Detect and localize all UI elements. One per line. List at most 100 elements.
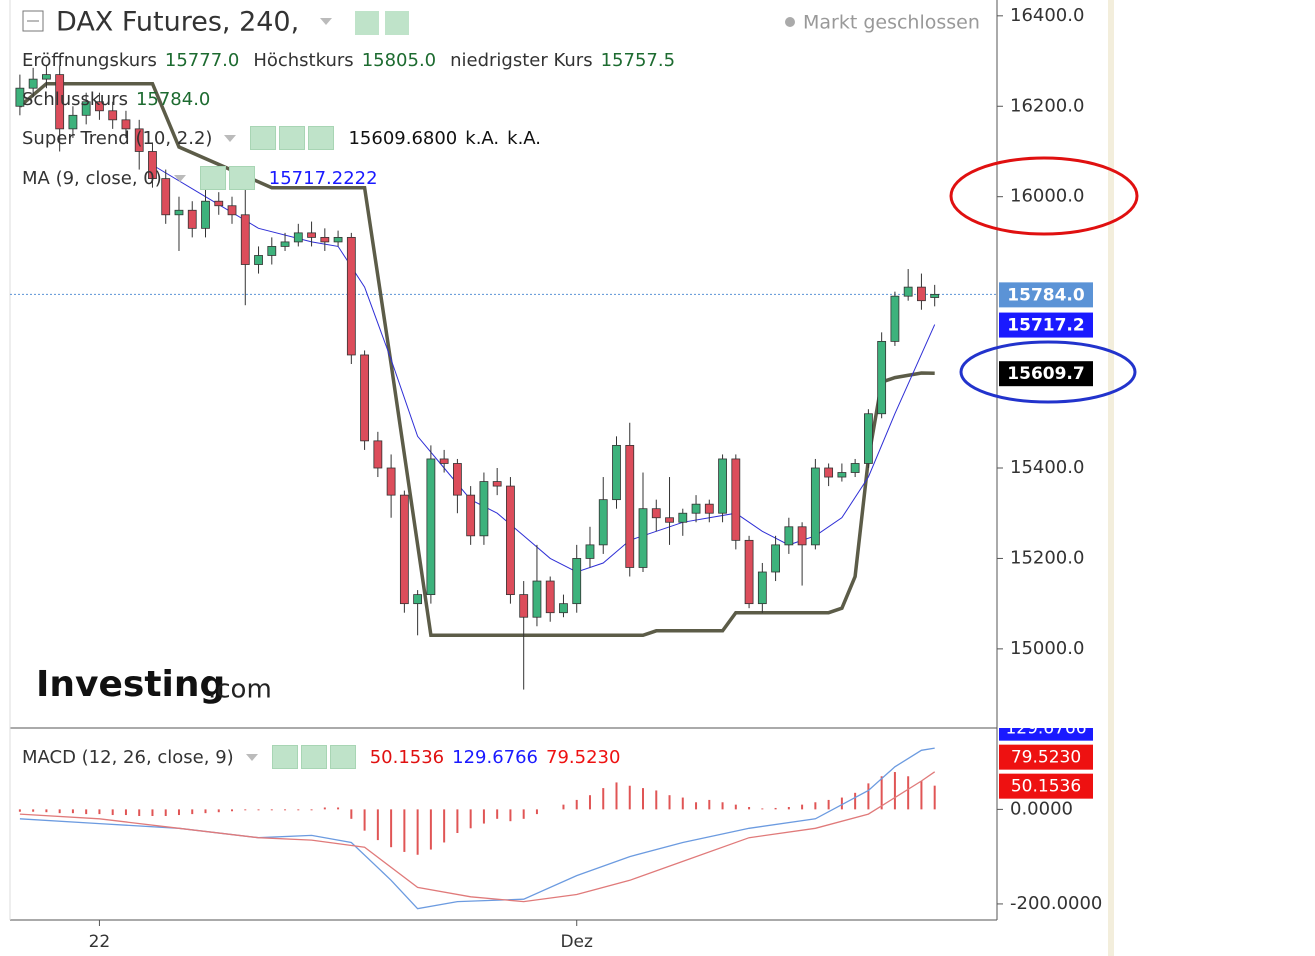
candle-body	[333, 236, 343, 243]
candle-body	[757, 571, 767, 605]
candle-body	[55, 74, 65, 130]
y-tick-label: 16400.0	[1010, 5, 1084, 26]
candle-body	[691, 503, 701, 514]
indicator-value: 15609.6800	[348, 127, 458, 149]
candle-body	[903, 286, 913, 297]
candle-body	[824, 467, 834, 478]
indicator-button[interactable]	[308, 126, 335, 150]
collapse-button[interactable]	[22, 10, 44, 32]
candle-body	[240, 214, 250, 265]
candle-body	[121, 119, 131, 130]
indicator-name: Super Trend (10, 2.2)	[22, 127, 213, 149]
candle-body	[227, 205, 237, 216]
y-tick-label: 15200.0	[1010, 547, 1084, 568]
indicator-line	[19, 747, 935, 910]
candle-body	[572, 558, 582, 605]
y-tick-label: 16000.0	[1010, 186, 1084, 207]
candle-body	[254, 255, 263, 265]
candle-body	[917, 286, 926, 302]
candle-body	[161, 178, 171, 216]
y-tick-label: -200.0000	[1010, 893, 1102, 914]
price-tag	[999, 312, 1093, 338]
indicator-name: MA (9, close, 0)	[22, 167, 162, 189]
candle-body	[373, 440, 383, 469]
candle-body	[280, 241, 290, 247]
indicator-buttons[interactable]	[199, 166, 255, 190]
indicator-button[interactable]	[199, 166, 226, 190]
candle-body	[837, 472, 847, 478]
indicator-button[interactable]	[329, 745, 356, 769]
y-tick-label: 16200.0	[1010, 95, 1084, 116]
candle-body	[320, 236, 330, 243]
indicator-caret[interactable]	[245, 753, 258, 761]
candle-body	[877, 340, 887, 415]
candle-body	[890, 295, 900, 342]
legend-row: MA (9, close, 0) 15717.2222	[22, 166, 378, 190]
axis-mask	[998, 700, 1108, 728]
candle-body	[293, 232, 303, 243]
indicator-button[interactable]	[228, 166, 255, 190]
candle-body	[28, 78, 38, 89]
indicator-buttons[interactable]	[271, 745, 356, 769]
candle-body	[863, 413, 873, 464]
indicator-button[interactable]	[250, 126, 277, 150]
candle-body	[545, 580, 555, 614]
candle-body	[307, 232, 316, 238]
candle-body	[850, 463, 860, 473]
candle-body	[134, 128, 144, 152]
candle-body	[625, 444, 635, 568]
candle-body	[638, 508, 648, 568]
price-tag	[999, 282, 1093, 308]
legend-row: Super Trend (10, 2.2) 15609.6800 k.A. k.A.	[22, 126, 541, 150]
indicator-button[interactable]	[279, 126, 306, 150]
indicator-button[interactable]	[271, 745, 298, 769]
indicator-caret[interactable]	[173, 174, 186, 182]
x-tick-label: Dez	[560, 932, 593, 952]
visibility-icon[interactable]	[355, 11, 379, 35]
price-pane	[10, 65, 997, 690]
candle-body	[386, 467, 396, 496]
legend-name: Eröffnungskurs	[22, 50, 157, 71]
price-tag-label: 15717.2	[1007, 316, 1084, 336]
legend-name: niedrigster Kurs	[450, 50, 593, 71]
settings-icon[interactable]	[385, 11, 409, 35]
status-dot	[785, 17, 795, 27]
candle-body	[532, 580, 542, 618]
candle-body	[598, 499, 608, 546]
candle-body	[810, 467, 820, 546]
candle-body	[930, 293, 940, 298]
candle-body	[42, 74, 51, 80]
candle-body	[665, 517, 674, 523]
candle-body	[360, 354, 369, 442]
indicator-button[interactable]	[300, 745, 327, 769]
candle-body	[214, 200, 224, 207]
axes: 15000.0 15200.0 15400.0 16000.0 16200.0 16400…	[89, 5, 1108, 952]
indicator-value: 50.1536	[369, 746, 445, 768]
macd-tag	[999, 744, 1093, 770]
candle-body	[704, 503, 714, 514]
indicator-value: 79.5230	[546, 746, 621, 768]
candle-body	[731, 458, 741, 541]
candle-body	[718, 458, 727, 514]
indicator-caret[interactable]	[224, 134, 237, 142]
indicator-line	[19, 771, 936, 903]
watermark-brand: Investing	[36, 664, 225, 705]
candle-body	[187, 209, 197, 229]
macd-tag-label: 50.1536	[1011, 777, 1081, 797]
indicator-value: 129.6766	[452, 746, 539, 768]
title-caret[interactable]	[320, 18, 332, 25]
x-tick-label: 22	[89, 932, 111, 952]
candle-body	[15, 87, 25, 107]
legend-name: Höchstkurs	[253, 50, 354, 71]
indicator-name: MACD (12, 26, close, 9)	[22, 746, 234, 768]
price-tag-label: 15609.7	[1007, 364, 1084, 384]
candle-body	[771, 544, 780, 573]
price-tag	[999, 361, 1093, 387]
legend-value: 15784.0	[135, 89, 211, 110]
highlight-red	[949, 156, 1139, 236]
candle-body	[201, 200, 210, 229]
indicator-value: k.A.	[507, 127, 542, 149]
candle-body	[439, 458, 449, 464]
indicator-buttons[interactable]	[250, 126, 335, 150]
